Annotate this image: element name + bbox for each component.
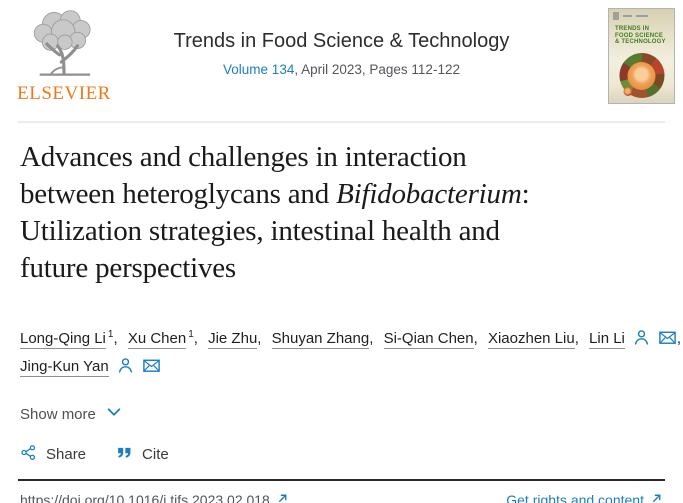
doi-link[interactable]: https://doi.org/10.1016/j.tifs.2023.02.0… [20, 492, 289, 503]
share-icon [20, 444, 37, 465]
volume-link[interactable]: Volume 134 [223, 62, 295, 77]
corresponding-author-email-icon[interactable] [658, 328, 677, 347]
external-link-icon [650, 492, 663, 503]
header-divider [18, 121, 665, 123]
cover-orange-slice [627, 61, 656, 90]
author-row-2: Jing-Kun Yan [20, 353, 663, 381]
cover-mini-elsevier-logo [613, 12, 619, 20]
elsevier-wordmark: ELSEVIER [17, 83, 111, 104]
affiliation-superscript: 1 [107, 329, 114, 340]
volume-issue-line: Volume 134, April 2023, Pages 112-122 [0, 62, 683, 77]
elsevier-logo[interactable]: ELSEVIER [16, 8, 112, 105]
italic-genus-name: Bifidobacterium [336, 178, 522, 210]
cover-journal-title: TRENDS IN FOOD SCIENCE & TECHNOLOGY [615, 26, 666, 45]
footer-top-divider [18, 479, 665, 481]
author-profile-icon[interactable] [116, 356, 135, 375]
doi-text: https://doi.org/10.1016/j.tifs.2023.02.0… [20, 492, 270, 503]
author-link[interactable]: Xiaozhen Liu [487, 330, 575, 349]
share-cite-toolbar: Share Cite [20, 444, 663, 465]
author-link[interactable]: Long-Qing Li [20, 330, 106, 349]
author: Jing-Kun Yan [20, 356, 161, 377]
rights-text: Get rights and content [506, 492, 644, 503]
journal-title: Trends in Food Science & Technology [173, 30, 510, 52]
author-link[interactable]: Xu Chen [127, 330, 187, 349]
external-link-icon [276, 492, 289, 503]
author-profile-icon[interactable] [632, 328, 651, 347]
journal-header: ELSEVIER Trends in Food Science & Techno… [0, 0, 683, 121]
author-link[interactable]: Jing-Kun Yan [20, 358, 109, 377]
cite-quote-icon [116, 444, 133, 465]
author: Xu Chen 1, [127, 329, 198, 349]
author-link[interactable]: Jie Zhu [208, 330, 258, 349]
get-rights-link[interactable]: Get rights and content [506, 492, 663, 503]
share-button[interactable]: Share [20, 444, 86, 465]
share-label: Share [46, 446, 87, 463]
author-list: Long-Qing Li 1, Xu Chen 1, Jie Zhu, Shuyan… [20, 321, 681, 381]
author: Shuyan Zhang, [271, 330, 374, 349]
journal-cover-thumbnail[interactable]: TRENDS IN FOOD SCIENCE & TECHNOLOGY [608, 8, 675, 104]
corresponding-author-email-icon[interactable] [142, 356, 161, 375]
author: Jie Zhu, [208, 330, 262, 349]
footer-links-row: https://doi.org/10.1016/j.tifs.2023.02.0… [18, 481, 665, 503]
author: Lin Li , [589, 328, 682, 349]
author: Long-Qing Li 1, [20, 329, 118, 349]
author-link[interactable]: Lin Li [589, 330, 625, 349]
cite-label: Cite [142, 446, 169, 463]
author-link[interactable]: Shuyan Zhang [271, 330, 370, 349]
elsevier-tree-icon [22, 10, 106, 84]
author-row-1: Long-Qing Li 1, Xu Chen 1, Jie Zhu, Shuyan… [20, 321, 681, 353]
author: Xiaozhen Liu, [487, 330, 579, 349]
affiliation-superscript: 1 [188, 329, 194, 340]
article-title: Advances and challenges in interaction b… [20, 141, 530, 284]
cite-button[interactable]: Cite [116, 444, 169, 465]
author: Si-Qian Chen, [383, 330, 478, 349]
cover-top-marks [609, 9, 674, 20]
issue-pages-text: , April 2023, Pages 112-122 [294, 62, 460, 77]
cover-food-image [619, 53, 664, 98]
chevron-down-icon [105, 403, 123, 425]
show-more-button[interactable]: Show more [20, 403, 123, 425]
cover-tomato-dot [623, 87, 632, 96]
author-link[interactable]: Si-Qian Chen [383, 330, 474, 349]
show-more-label: Show more [20, 405, 96, 423]
